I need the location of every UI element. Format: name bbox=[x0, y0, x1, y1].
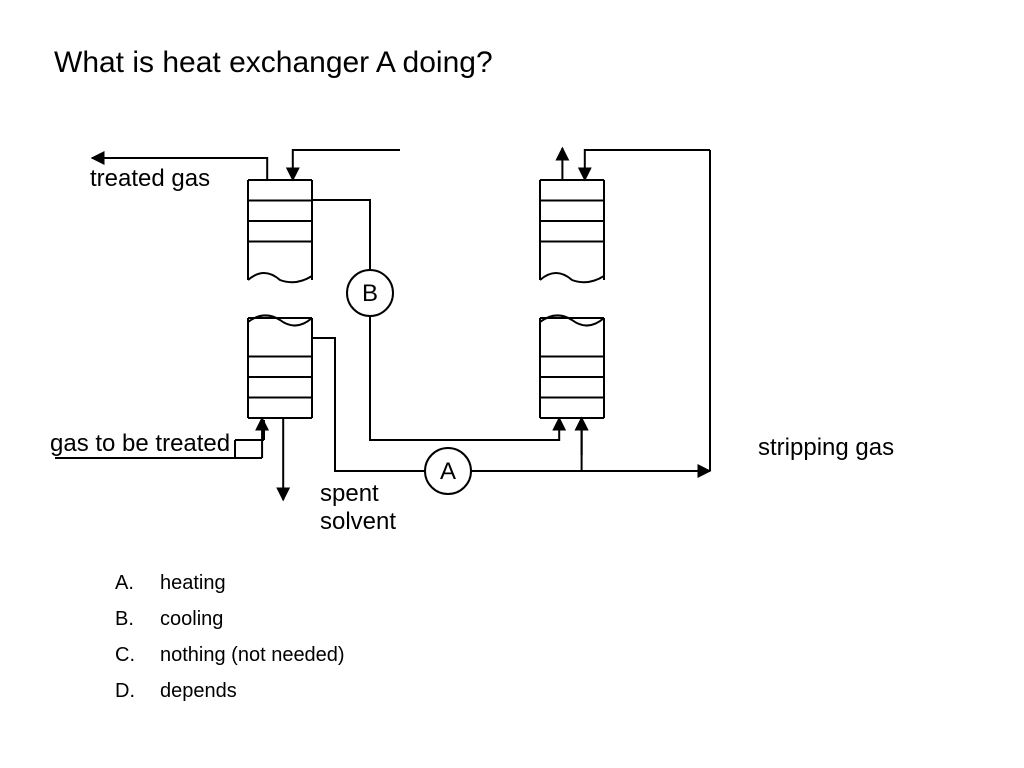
label-spent-solvent: spent solvent bbox=[320, 480, 396, 536]
answer-option[interactable]: D.depends bbox=[115, 680, 237, 703]
option-text: depends bbox=[160, 680, 237, 702]
label-stripping-gas: stripping gas bbox=[758, 434, 894, 462]
option-text: heating bbox=[160, 572, 226, 594]
answer-option[interactable]: C.nothing (not needed) bbox=[115, 644, 345, 667]
option-text: cooling bbox=[160, 608, 223, 630]
option-letter: B. bbox=[115, 608, 160, 631]
option-letter: D. bbox=[115, 680, 160, 703]
answer-option[interactable]: A.heating bbox=[115, 572, 226, 595]
heat-exchanger-b-label: B bbox=[362, 280, 378, 307]
label-gas-to-be-treated: gas to be treated bbox=[50, 430, 230, 458]
option-text: nothing (not needed) bbox=[160, 644, 345, 666]
option-letter: C. bbox=[115, 644, 160, 667]
option-letter: A. bbox=[115, 572, 160, 595]
label-treated-gas: treated gas bbox=[90, 165, 210, 193]
question-title: What is heat exchanger A doing? bbox=[54, 46, 493, 80]
heat-exchanger-a-label: A bbox=[440, 458, 456, 485]
answer-option[interactable]: B.cooling bbox=[115, 608, 223, 631]
